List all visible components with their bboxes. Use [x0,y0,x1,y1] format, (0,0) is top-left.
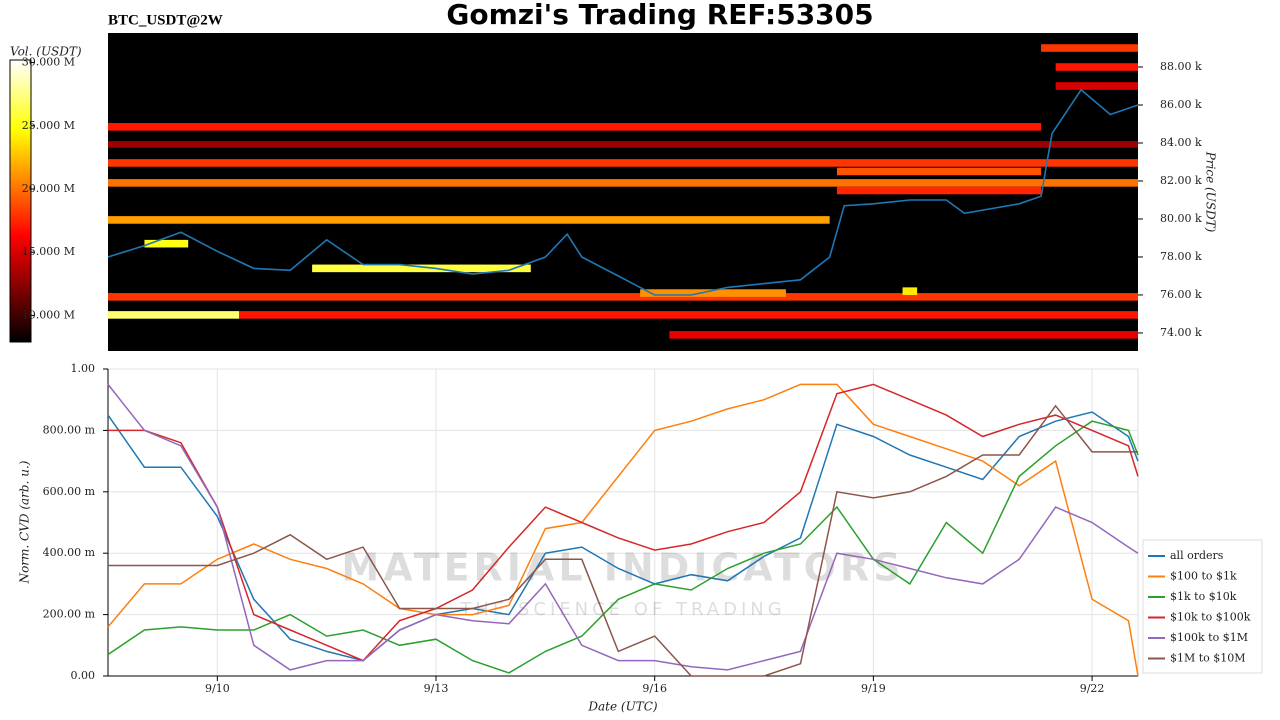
y-tick-label: 86.00 k [1160,98,1202,111]
legend-label: $1M to $10M [1170,652,1246,665]
legend-label: $100 to $1k [1170,570,1237,583]
price-line [107,88,1139,296]
legend-label: $1k to $10k [1170,590,1237,603]
colorbar [9,59,32,343]
colorbar-tick-label: 25.000 M [22,119,75,132]
series-line [107,383,1139,671]
heatmap-band [108,179,1138,187]
colorbar-label: Vol. (USDT) [10,45,82,59]
y-tick-label: 200.00 m [43,608,96,621]
y-axis-label: Price (USDT) [1204,151,1218,233]
heatmap-band [669,331,1138,339]
heatmap-band [1041,44,1138,52]
heatmap-band [239,311,1138,319]
legend-label: $10k to $100k [1170,611,1251,624]
heatmap-band [902,287,918,295]
series-line [107,411,1139,662]
heatmap-band [108,293,1138,301]
y-tick-label: 74.00 k [1160,326,1202,339]
y-tick-label: 800.00 m [43,423,96,436]
y-tick-label: 0.00 [71,669,96,682]
x-tick-label: 9/13 [424,682,449,695]
watermark: MATERIAL INDICATORS [341,546,904,590]
series-line [107,383,1139,677]
legend-label: $100k to $1M [1170,631,1248,644]
x-axis-label: Date (UTC) [587,700,657,714]
heatmap-band [108,123,1042,131]
chart-subtitle: BTC_USDT@2W [108,12,223,28]
heatmap-band [108,159,1138,167]
y-tick-label: 1.00 [71,362,96,375]
watermark: THE SCIENCE OF TRADING [459,599,785,620]
series-line [108,404,1138,677]
heatmap-band [108,311,240,319]
x-tick-label: 9/22 [1080,682,1105,695]
heatmap-band [836,186,1042,195]
colorbar-tick-label: 20.000 M [22,182,75,195]
colorbar-tick-label: 30.000 M [22,56,75,69]
y-tick-label: 400.00 m [43,546,96,559]
heatmap-band [144,239,189,248]
y-tick-label: 76.00 k [1160,288,1202,301]
series-line [107,420,1139,674]
cvd-plot-area [107,368,1139,677]
heatmap-band [1055,82,1138,90]
heatmap-band [108,141,1138,148]
x-tick-label: 9/19 [861,682,886,695]
y-tick-label: 80.00 k [1160,212,1202,225]
x-tick-label: 9/10 [205,682,230,695]
heatmap-band [836,167,1042,176]
colorbar-tick-label: 10.000 M [22,308,75,321]
legend [1142,539,1263,674]
colorbar-tick-label: 15.000 M [22,245,75,258]
heatmap-band [312,264,531,273]
chart-title: Gomzi's Trading REF:53305 [446,0,873,31]
x-tick-label: 9/16 [642,682,667,695]
y-tick-label: 78.00 k [1160,250,1202,263]
legend-label: all orders [1170,549,1224,562]
y-tick-label: 600.00 m [43,485,96,498]
y-axis-label: Norm. CVD (arb. u.) [18,460,32,584]
heatmap-band [640,289,786,297]
y-tick-label: 88.00 k [1160,60,1202,73]
heatmap-band [108,216,830,224]
y-tick-label: 82.00 k [1160,174,1202,187]
heatmap-band [1055,63,1138,71]
y-tick-label: 84.00 k [1160,136,1202,149]
series-line [108,383,1139,662]
